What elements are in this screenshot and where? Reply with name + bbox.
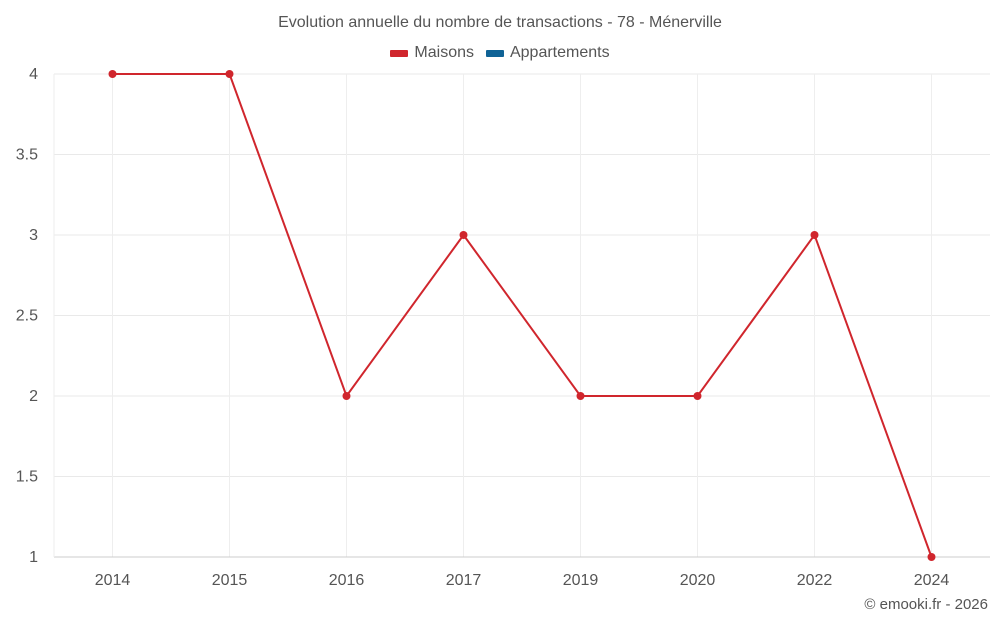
legend-swatch-maisons — [390, 49, 409, 57]
data-point — [810, 231, 819, 239]
data-point — [342, 392, 351, 400]
x-tick-label: 2014 — [95, 572, 131, 589]
series-line-maisons — [112, 73, 933, 558]
y-tick-label: 1.5 — [16, 469, 38, 486]
data-point — [693, 392, 702, 400]
data-point — [927, 553, 936, 561]
data-point — [459, 231, 468, 239]
chart-title: Evolution annuelle du nombre de transact… — [278, 14, 722, 31]
x-tick-label: 2024 — [914, 572, 950, 589]
y-tick-label: 3 — [29, 227, 38, 244]
y-tick-label: 2.5 — [16, 308, 38, 325]
x-tick-label: 2015 — [212, 572, 248, 589]
data-point — [108, 70, 117, 78]
legend-item-maisons[interactable]: Maisons — [390, 44, 474, 62]
legend-item-appartements[interactable]: Appartements — [485, 44, 610, 62]
y-tick-label: 2 — [29, 388, 38, 405]
data-point — [576, 392, 585, 400]
y-tick-label: 3.5 — [16, 147, 38, 164]
credit-text: © emooki.fr - 2026 — [864, 596, 988, 613]
y-tick-label: 4 — [29, 66, 38, 83]
x-tick-label: 2019 — [563, 572, 599, 589]
x-tick-label: 2017 — [446, 572, 482, 589]
chart-legend: Maisons Appartements — [0, 44, 1000, 62]
legend-label-appartements: Appartements — [509, 44, 610, 61]
x-tick-label: 2022 — [797, 572, 833, 589]
legend-label-maisons: Maisons — [414, 44, 474, 61]
legend-swatch-appartements — [485, 49, 504, 57]
data-point — [225, 70, 234, 78]
x-tick-label: 2016 — [329, 572, 365, 589]
x-tick-label: 2020 — [680, 572, 716, 589]
y-tick-label: 1 — [29, 549, 38, 566]
